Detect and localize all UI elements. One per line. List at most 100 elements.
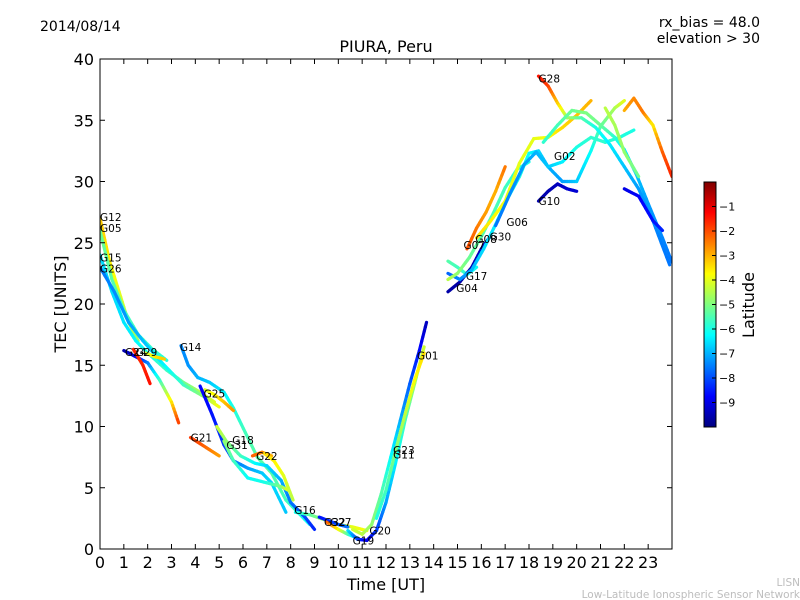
series-20 (374, 351, 426, 520)
series-4-segment (175, 417, 181, 425)
colorbar-tick-label: −4 (719, 274, 735, 287)
series-2 (100, 253, 216, 404)
series-1 (100, 228, 169, 362)
y-tick-label: 35 (74, 111, 94, 130)
satellite-label: G08 (475, 234, 497, 246)
series-29 (536, 74, 672, 267)
x-tick-label: 4 (190, 553, 200, 572)
series-32-segment (659, 227, 665, 233)
x-tick-label: 21 (590, 553, 610, 572)
colorbar-tick-label: −5 (719, 299, 735, 312)
colorbar-tick-label: −2 (719, 225, 735, 238)
satellite-label: G21 (191, 433, 213, 445)
series-8 (203, 388, 236, 413)
colorbar-tick-label: −1 (719, 201, 735, 214)
series-25-segment (501, 165, 507, 173)
y-axis-label: TEC [UNITS] (51, 256, 70, 354)
x-tick-label: 1 (119, 553, 129, 572)
series-26 (474, 99, 593, 240)
x-tick-label: 8 (286, 553, 296, 572)
series-layer (100, 74, 672, 543)
series-28 (536, 182, 579, 203)
satellite-label: G20 (369, 526, 391, 538)
y-tick-label: 40 (74, 50, 94, 69)
x-tick-label: 19 (543, 553, 563, 572)
series-10 (188, 435, 221, 458)
colorbar-tick-label: −8 (719, 372, 735, 385)
series-3-segment (215, 403, 221, 409)
satellite-label: G29 (136, 347, 158, 359)
x-tick-label: 15 (447, 553, 467, 572)
series-32 (622, 187, 665, 233)
y-tick-label: 15 (74, 356, 94, 375)
satellite-label: G32 (324, 517, 346, 529)
x-tick-label: 7 (262, 553, 272, 572)
satellite-label: G28 (539, 74, 561, 86)
series-19-segment (423, 320, 429, 329)
y-tick-label: 30 (74, 173, 94, 192)
satellite-label: G25 (204, 388, 226, 400)
series-21-segment (473, 265, 479, 271)
series-23-segment (621, 99, 626, 104)
series-9-segment (281, 505, 288, 514)
series-5-segment (147, 378, 152, 386)
satellite-label: G05 (100, 223, 122, 235)
colorbar-label: Latitude (739, 272, 758, 338)
series-33-segment (634, 170, 641, 179)
series-27-segment (629, 128, 636, 133)
satellite-label: G07 (463, 240, 485, 252)
satellite-label: G19 (353, 535, 375, 547)
series-16 (317, 515, 350, 529)
x-tick-label: 5 (214, 553, 224, 572)
y-tick-label: 5 (84, 479, 94, 498)
satellite-label: G16 (294, 505, 316, 517)
x-tick-label: 14 (423, 553, 443, 572)
x-tick-label: 23 (638, 553, 658, 572)
x-tick-label: 12 (376, 553, 396, 572)
y-tick-label: 10 (74, 418, 94, 437)
satellite-label: G06 (506, 217, 528, 229)
elevation-label: elevation > 30 (657, 31, 760, 47)
date-label: 2014/08/14 (40, 19, 121, 35)
x-tick-label: 20 (566, 553, 586, 572)
series-20-segment (420, 351, 426, 360)
series-29-segment (665, 255, 672, 267)
x-tick-label: 0 (95, 553, 105, 572)
credit-line2: Low-Latitude Ionospheric Sensor Network (582, 589, 800, 600)
colorbar-ticks: −1 −2 −3 −4 −5 −6 −7 −8 −9 (712, 201, 735, 410)
satellite-label: G12 (100, 212, 122, 224)
y-tick-label: 0 (84, 540, 94, 559)
satellite-label: G15 (100, 252, 122, 264)
satellite-label: G01 (417, 350, 439, 362)
colorbar-tick-label: −9 (719, 397, 735, 410)
series-19 (351, 320, 429, 536)
satellite-label: G04 (456, 283, 478, 295)
series-33 (603, 106, 641, 179)
satellite-label: G24 (125, 347, 147, 359)
rx-bias-label: rx_bias = 48.0 (659, 15, 760, 31)
series-11-segment (311, 525, 317, 532)
x-tick-label: 17 (495, 553, 515, 572)
x-axis-label: Time [UT] (346, 575, 425, 594)
satellite-label: G27 (330, 517, 352, 529)
series-12 (222, 439, 290, 492)
series-5 (131, 347, 152, 386)
series-23 (446, 99, 626, 282)
x-tick-label: 16 (471, 553, 491, 572)
x-tick-label: 22 (614, 553, 634, 572)
series-25 (465, 165, 507, 251)
y-tick-label: 20 (74, 295, 94, 314)
x-tick-label: 18 (519, 553, 539, 572)
satellite-label: G10 (539, 196, 561, 208)
y-tick-label: 25 (74, 234, 94, 253)
satellite-label: G31 (226, 440, 248, 452)
series-26-segment (586, 99, 593, 105)
satellite-label: G02 (554, 151, 576, 163)
series-13-segment (268, 453, 274, 458)
y-axis: 0 5 10 15 20 25 30 35 40 (74, 50, 672, 559)
satellite-label: G26 (100, 263, 122, 275)
series-10-segment (215, 453, 221, 458)
x-tick-label: 13 (400, 553, 420, 572)
